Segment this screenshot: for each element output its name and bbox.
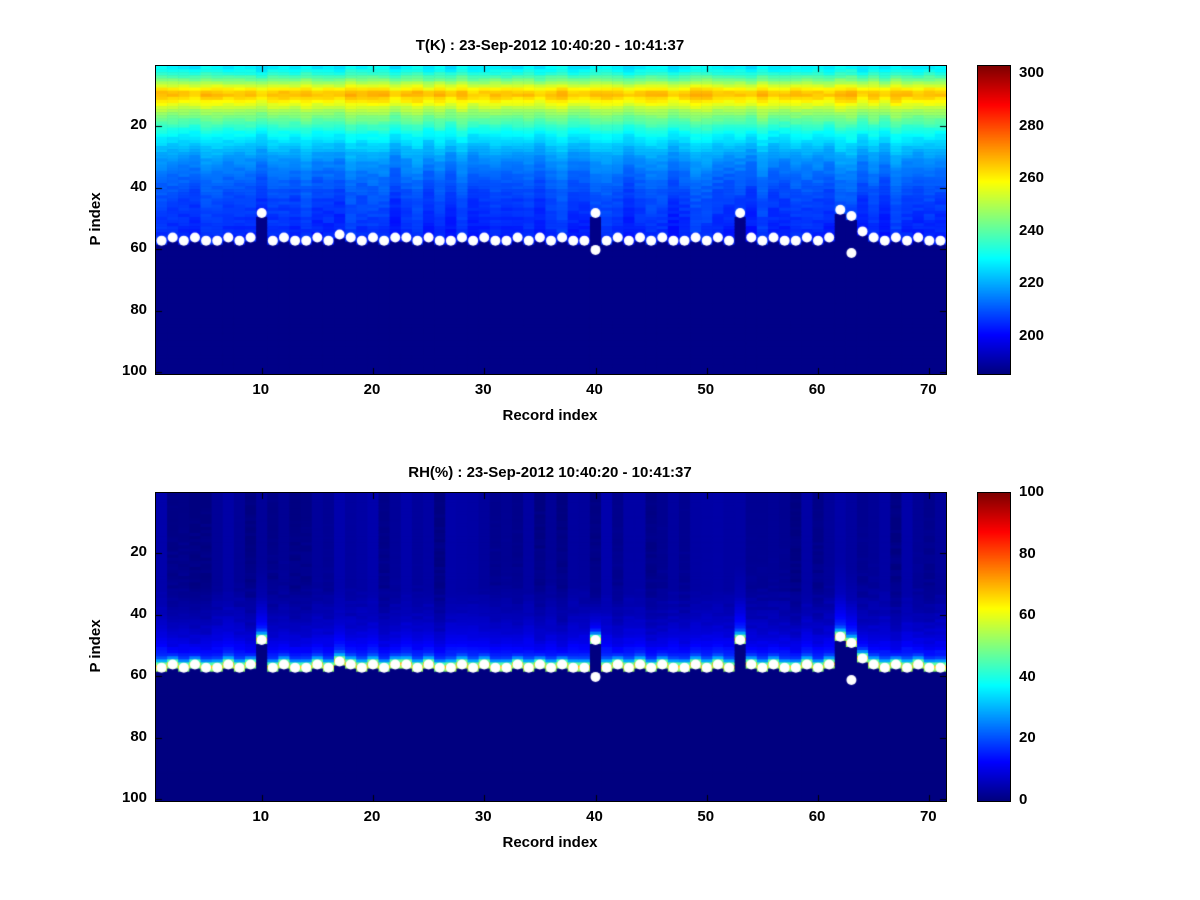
temperature-colorbar [977,65,1011,375]
y-tick-label: 80 [130,727,147,745]
y-tick-label: 20 [130,543,147,561]
colorbar-tick-label: 260 [1019,169,1045,187]
temperature-y-axis-label: P index [87,192,104,246]
x-tick-label: 70 [919,381,937,398]
temperature-x-axis-label: Record index [502,407,598,424]
colorbar-tick-label: 80 [1019,544,1036,562]
colorbar-tick-label: 60 [1019,606,1036,624]
colorbar-tick-label: 300 [1019,63,1045,81]
humidity-colorbar-canvas [978,493,1010,801]
x-tick-label: 40 [586,808,603,825]
x-tick-label: 50 [697,808,715,825]
temperature-plot-title: T(K) : 23-Sep-2012 10:40:20 - 10:41:37 [415,37,685,54]
colorbar-tick-label: 220 [1019,274,1045,292]
x-tick-label: 10 [252,381,270,398]
x-tick-label: 10 [252,808,270,825]
temperature-colorbar-canvas [978,66,1010,374]
y-tick-label: 100 [121,789,147,807]
humidity-heatmap-canvas [156,493,946,801]
y-tick-label: 80 [130,300,147,318]
y-tick-label: 60 [130,239,147,257]
humidity-heatmap-axes [155,492,947,802]
temperature-heatmap-canvas [156,66,946,374]
colorbar-tick-label: 240 [1019,221,1045,239]
x-tick-label: 20 [363,808,381,825]
humidity-y-axis-label: P index [87,619,104,673]
y-tick-label: 40 [130,604,147,622]
x-tick-label: 30 [474,381,492,398]
x-tick-label: 20 [363,381,381,398]
humidity-plot-title: RH(%) : 23-Sep-2012 10:40:20 - 10:41:37 [408,464,692,481]
x-tick-label: 70 [919,808,937,825]
y-tick-label: 60 [130,666,147,684]
colorbar-tick-label: 200 [1019,327,1045,345]
humidity-x-axis-label: Record index [502,834,598,851]
colorbar-tick-label: 40 [1019,667,1036,685]
colorbar-tick-label: 280 [1019,116,1045,134]
y-tick-label: 40 [130,177,147,195]
x-tick-label: 50 [697,381,715,398]
x-tick-label: 60 [808,808,826,825]
x-tick-label: 60 [808,381,826,398]
y-tick-label: 20 [130,116,147,134]
y-tick-label: 100 [121,362,147,380]
colorbar-tick-label: 20 [1019,729,1036,747]
x-tick-label: 30 [474,808,492,825]
humidity-colorbar [977,492,1011,802]
colorbar-tick-label: 0 [1019,791,1028,808]
colorbar-tick-label: 100 [1019,483,1045,500]
x-tick-label: 40 [586,381,603,398]
temperature-heatmap-axes [155,65,947,375]
